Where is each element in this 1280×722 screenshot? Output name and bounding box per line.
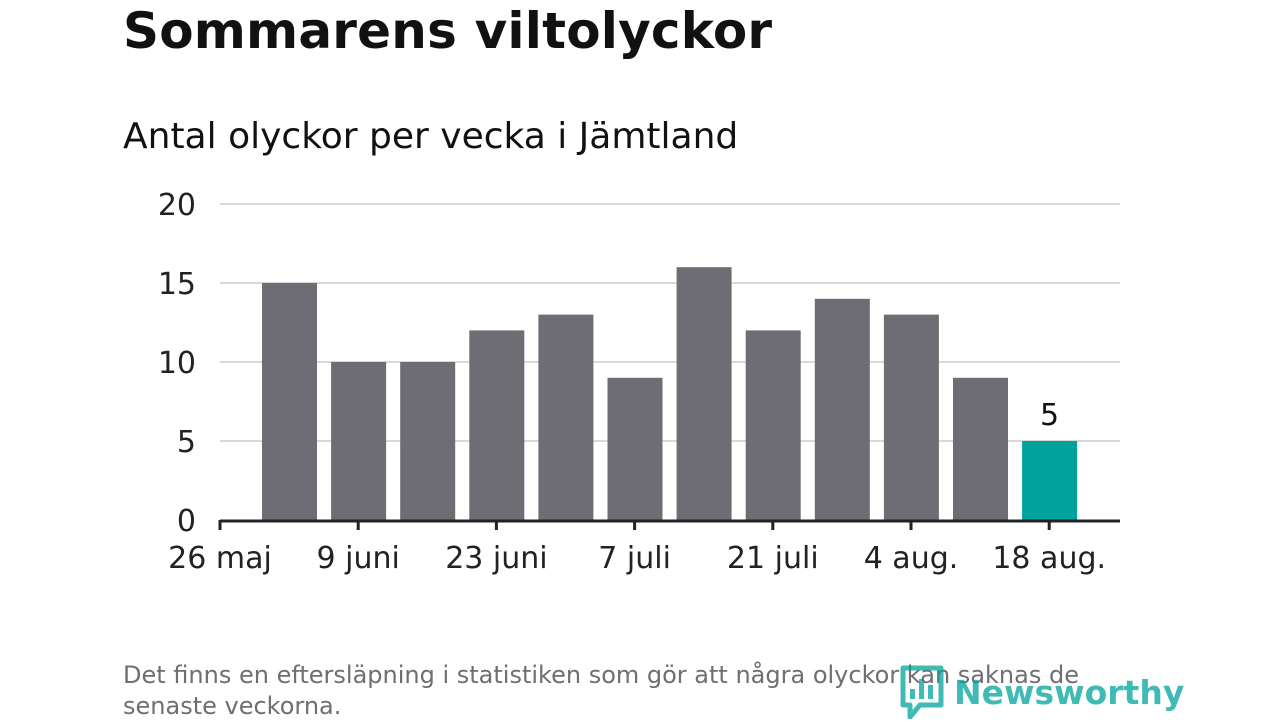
logo-text: Newsworthy bbox=[954, 672, 1185, 712]
bar bbox=[331, 362, 387, 520]
data-labels: 5 bbox=[1040, 398, 1059, 433]
bar bbox=[262, 283, 317, 520]
bar bbox=[1022, 441, 1078, 520]
y-axis-ticks: 0 5 10 15 20 bbox=[158, 188, 196, 539]
x-tick-label: 26 maj bbox=[168, 541, 272, 576]
bar bbox=[538, 314, 594, 520]
bar bbox=[607, 377, 663, 520]
data-label: 5 bbox=[1040, 398, 1059, 433]
newsworthy-logo-icon bbox=[900, 665, 944, 719]
x-tick-label: 21 juli bbox=[727, 541, 819, 576]
x-tick-label: 7 juli bbox=[598, 541, 671, 576]
y-tick-label: 10 bbox=[158, 346, 196, 381]
bar bbox=[676, 267, 732, 520]
x-tick-label: 9 juni bbox=[317, 541, 400, 576]
chart-title: Sommarens viltolyckor bbox=[123, 2, 773, 60]
bar bbox=[953, 377, 1008, 520]
bar bbox=[814, 298, 870, 520]
x-tick-label: 4 aug. bbox=[864, 541, 959, 576]
bar-chart: 0 5 10 15 20 26 maj 9 juni 23 juni 7 juli 21 jul… bbox=[158, 188, 1120, 576]
chart-subtitle: Antal olyckor per vecka i Jämtland bbox=[123, 116, 739, 157]
y-tick-label: 5 bbox=[177, 425, 196, 460]
bar bbox=[883, 314, 939, 520]
bar bbox=[400, 362, 456, 520]
y-tick-label: 0 bbox=[177, 504, 196, 539]
x-axis-ticks: 26 maj 9 juni 23 juni 7 juli 21 juli 4 aug. 18… bbox=[168, 520, 1106, 576]
newsworthy-logo: Newsworthy bbox=[900, 664, 1184, 720]
x-tick-label: 18 aug. bbox=[992, 541, 1106, 576]
bars bbox=[262, 267, 1078, 520]
y-tick-label: 15 bbox=[158, 267, 196, 302]
y-tick-label: 20 bbox=[158, 188, 196, 223]
bar bbox=[745, 330, 801, 520]
bar bbox=[469, 330, 525, 520]
x-tick-label: 23 juni bbox=[445, 541, 547, 576]
